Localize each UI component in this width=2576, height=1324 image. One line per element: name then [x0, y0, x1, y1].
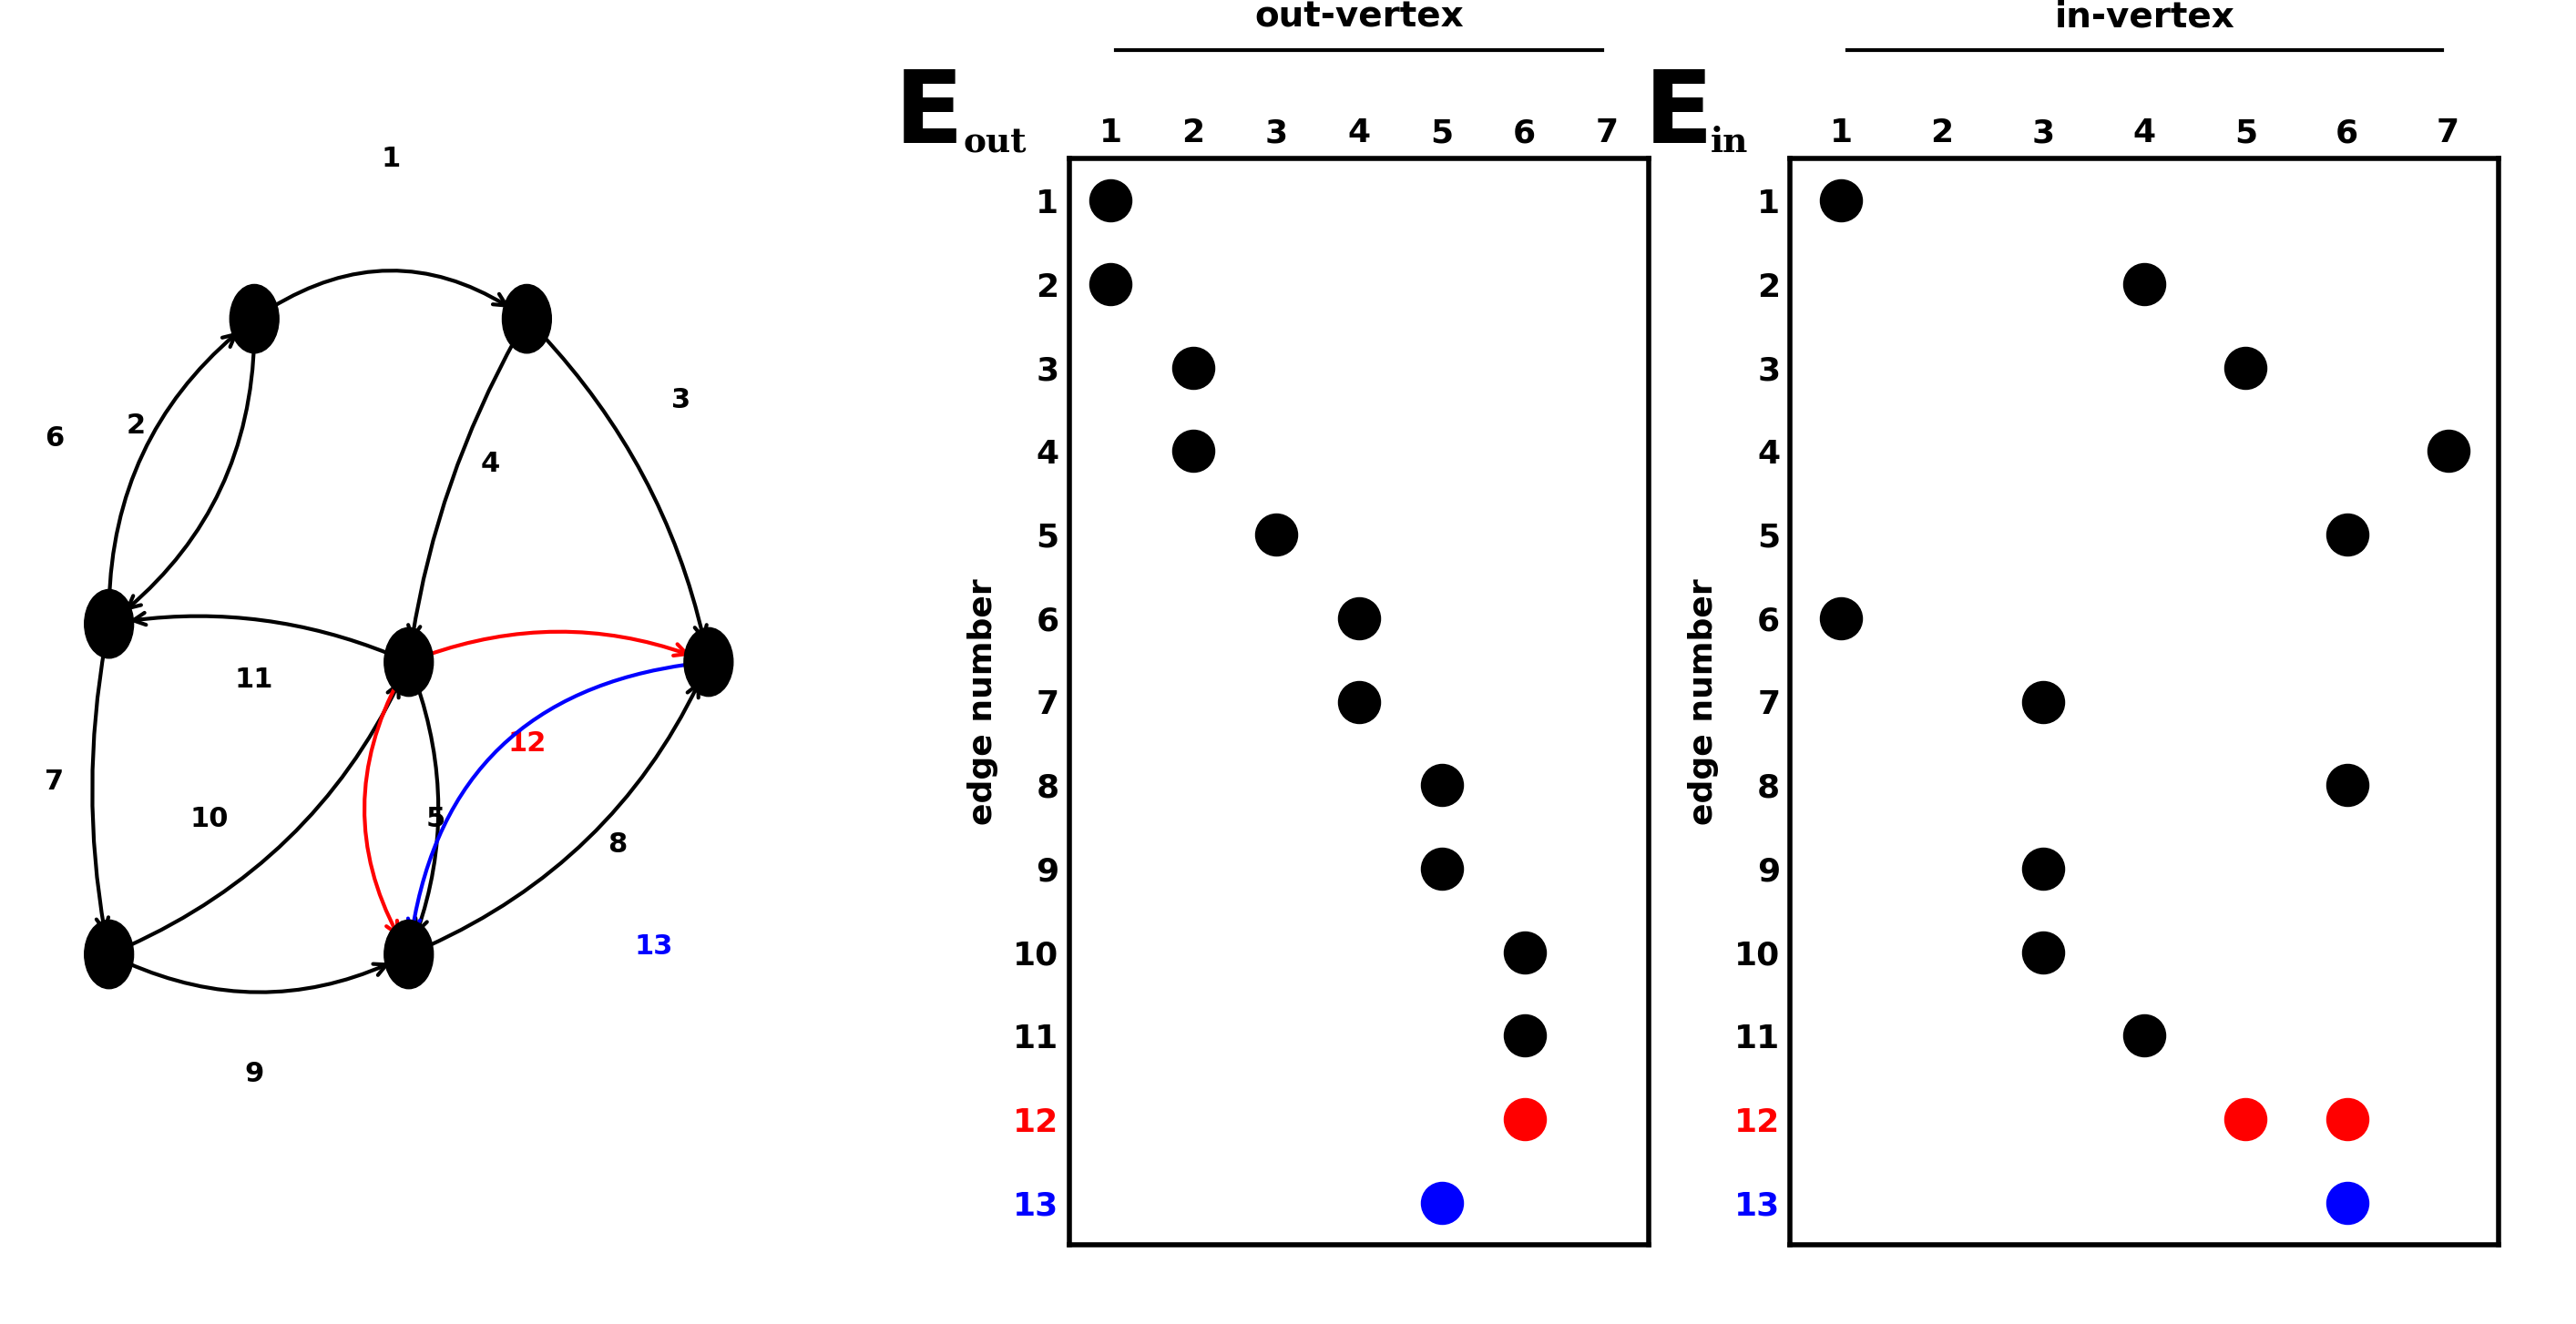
Point — [1504, 1025, 1546, 1046]
Point — [2226, 1108, 2267, 1129]
Text: 1: 1 — [381, 146, 399, 172]
Point — [2022, 691, 2063, 712]
Text: 4: 4 — [482, 450, 500, 477]
Text: $\mathbf{E}$: $\mathbf{E}$ — [894, 66, 958, 164]
Circle shape — [229, 285, 278, 354]
Point — [1340, 691, 1381, 712]
Text: $\mathbf{E}$: $\mathbf{E}$ — [1643, 66, 1708, 164]
Y-axis label: edge number: edge number — [966, 579, 997, 825]
Point — [2022, 941, 2063, 963]
Point — [1422, 1192, 1463, 1213]
Point — [2022, 858, 2063, 879]
Text: 12: 12 — [507, 730, 546, 756]
Text: 10: 10 — [191, 806, 229, 833]
Circle shape — [502, 285, 551, 354]
Text: 13: 13 — [634, 933, 672, 960]
Text: out-vertex: out-vertex — [1255, 0, 1463, 34]
Text: 8: 8 — [608, 831, 629, 858]
Circle shape — [384, 920, 433, 989]
Point — [2123, 1025, 2164, 1046]
Point — [2123, 274, 2164, 295]
Point — [2326, 775, 2367, 796]
Text: in-vertex: in-vertex — [2056, 0, 2233, 34]
Point — [1504, 941, 1546, 963]
Circle shape — [85, 589, 134, 658]
Text: 7: 7 — [44, 768, 64, 794]
Text: 9: 9 — [245, 1061, 265, 1087]
Point — [2326, 1192, 2367, 1213]
Point — [1090, 274, 1131, 295]
Circle shape — [384, 628, 433, 696]
Y-axis label: edge number: edge number — [1687, 579, 1718, 825]
Point — [2226, 357, 2267, 379]
Point — [1255, 524, 1296, 545]
Point — [1172, 441, 1213, 462]
Point — [1090, 191, 1131, 212]
Point — [1340, 608, 1381, 629]
Text: 6: 6 — [44, 425, 64, 451]
Text: 5: 5 — [428, 806, 446, 833]
Text: in: in — [1710, 126, 1749, 159]
Point — [1821, 191, 1862, 212]
Text: out: out — [963, 126, 1028, 159]
Point — [2326, 524, 2367, 545]
Circle shape — [685, 628, 734, 696]
Point — [1422, 775, 1463, 796]
Text: 2: 2 — [126, 412, 147, 438]
Point — [2427, 441, 2468, 462]
Point — [1504, 1108, 1546, 1129]
Circle shape — [85, 920, 134, 989]
Point — [1422, 858, 1463, 879]
Point — [1821, 608, 1862, 629]
Text: 11: 11 — [234, 666, 273, 692]
Point — [1172, 357, 1213, 379]
Point — [2326, 1108, 2367, 1129]
Text: 3: 3 — [672, 387, 690, 413]
